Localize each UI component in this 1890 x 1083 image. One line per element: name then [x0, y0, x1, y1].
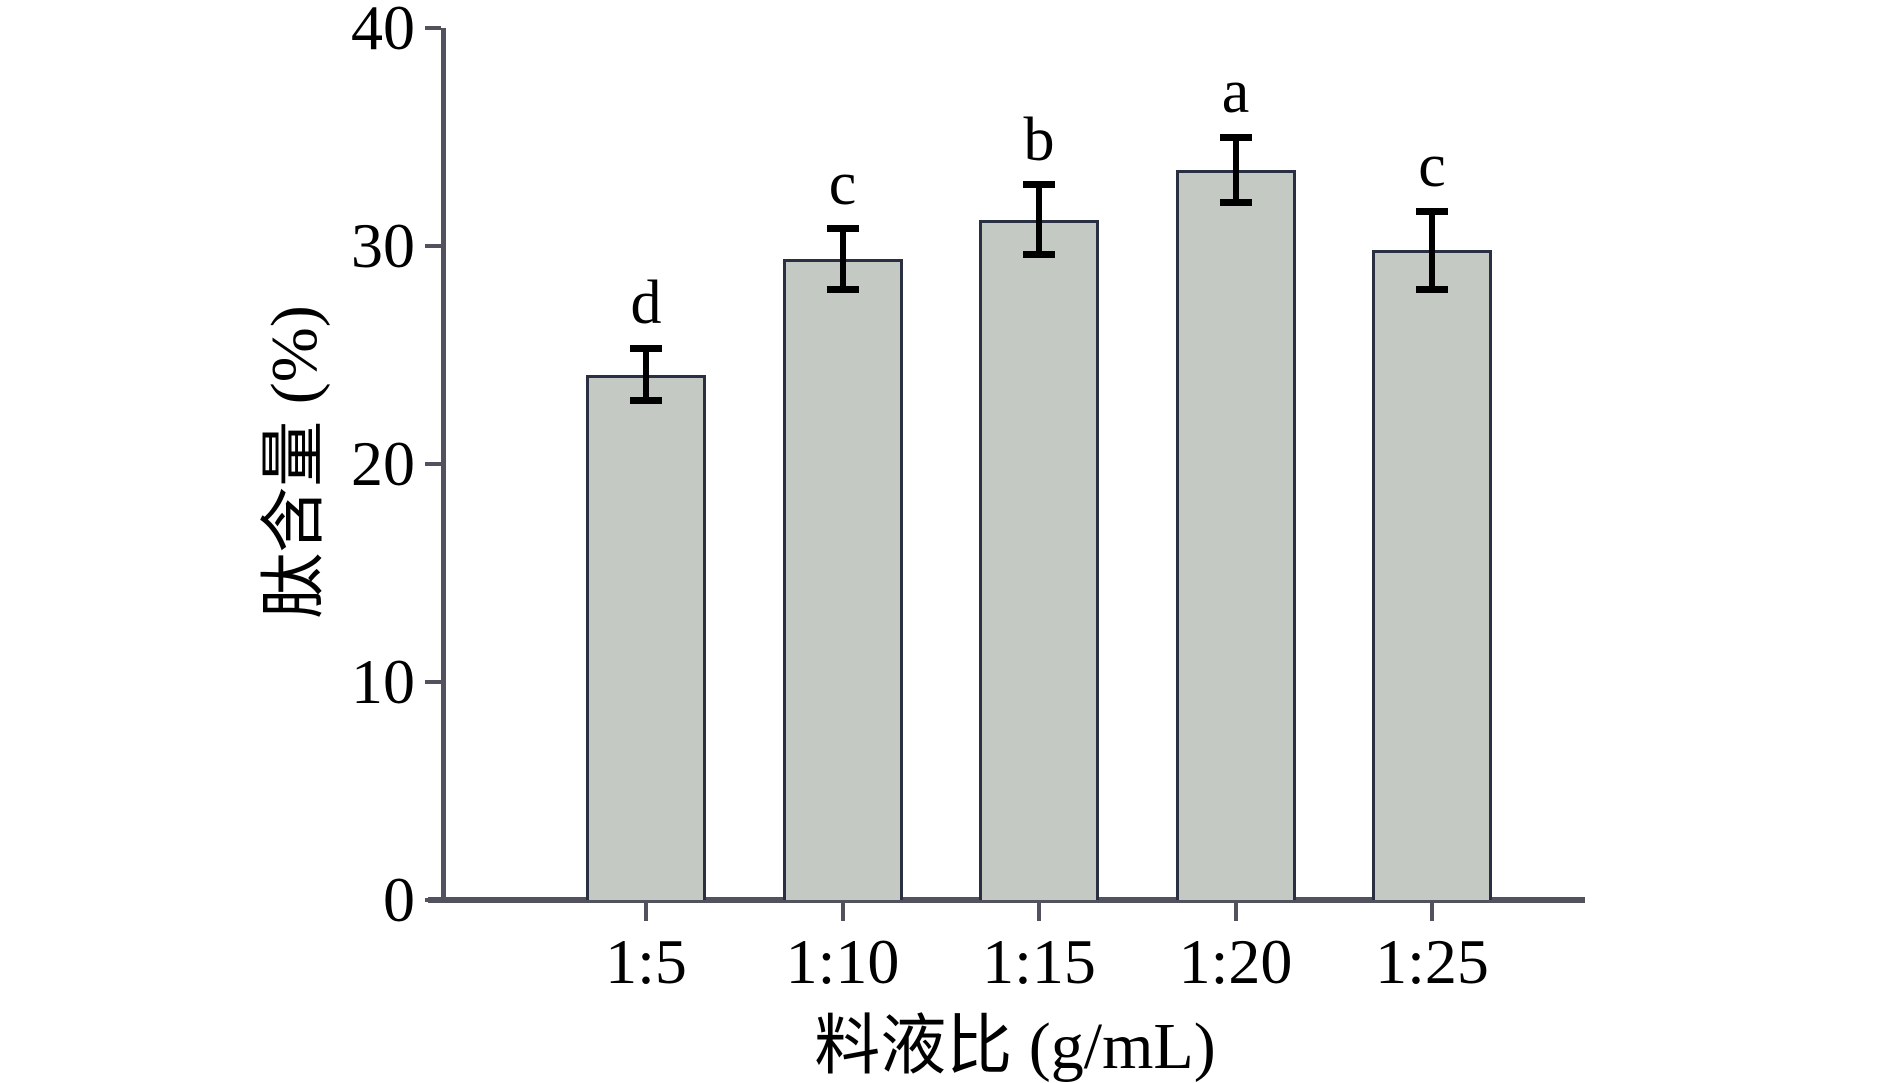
y-tick — [425, 244, 441, 248]
error-bar-line — [839, 228, 846, 290]
y-tick-label: 20 — [351, 428, 415, 499]
error-bar-cap-bottom — [1023, 251, 1055, 259]
bar — [782, 259, 903, 900]
error-bar-cap-bottom — [826, 286, 859, 294]
error-bar-line — [1429, 211, 1435, 290]
x-axis-title: 料液比 (g/mL) — [814, 1010, 1216, 1083]
y-tick-label: 40 — [351, 0, 415, 63]
error-bar-cap-bottom — [630, 397, 662, 405]
bar — [1175, 169, 1296, 900]
significance-letter: c — [828, 149, 857, 218]
x-tick-label: 1:20 — [1178, 926, 1293, 997]
y-tick-label: 0 — [383, 864, 415, 935]
error-bar-line — [1232, 137, 1239, 203]
x-axis-line — [428, 897, 1585, 903]
x-tick — [840, 903, 845, 921]
x-tick-label: 1:15 — [982, 926, 1096, 997]
error-bar-line — [1036, 184, 1042, 255]
error-bar-cap-bottom — [1416, 286, 1448, 294]
x-tick-label: 1:25 — [1375, 926, 1489, 997]
x-tick — [1430, 903, 1434, 921]
error-bar-cap-top — [1416, 207, 1448, 215]
significance-letter: d — [630, 269, 662, 338]
error-bar-cap-top — [630, 344, 662, 352]
y-tick — [425, 680, 441, 684]
error-bar-cap-bottom — [1219, 198, 1252, 206]
bar — [1372, 250, 1492, 900]
error-bar-cap-top — [1023, 181, 1055, 189]
y-tick — [425, 462, 441, 466]
error-bar-line — [643, 348, 649, 401]
significance-letter: a — [1221, 58, 1250, 126]
x-tick-label: 1:10 — [785, 926, 900, 997]
y-tick — [425, 898, 441, 902]
y-axis-line — [441, 28, 446, 903]
error-bar-cap-top — [826, 225, 859, 233]
bar — [979, 219, 1099, 900]
y-tick-label: 10 — [351, 646, 415, 717]
x-tick — [1037, 903, 1041, 921]
significance-letter: c — [1418, 132, 1446, 201]
y-tick — [425, 26, 441, 30]
significance-letter: b — [1023, 105, 1055, 174]
x-tick — [644, 903, 648, 921]
error-bar-cap-top — [1219, 133, 1252, 141]
bar — [586, 374, 706, 900]
x-tick-label: 1:5 — [605, 926, 687, 997]
x-tick — [1233, 903, 1238, 921]
y-tick-label: 30 — [351, 210, 415, 281]
